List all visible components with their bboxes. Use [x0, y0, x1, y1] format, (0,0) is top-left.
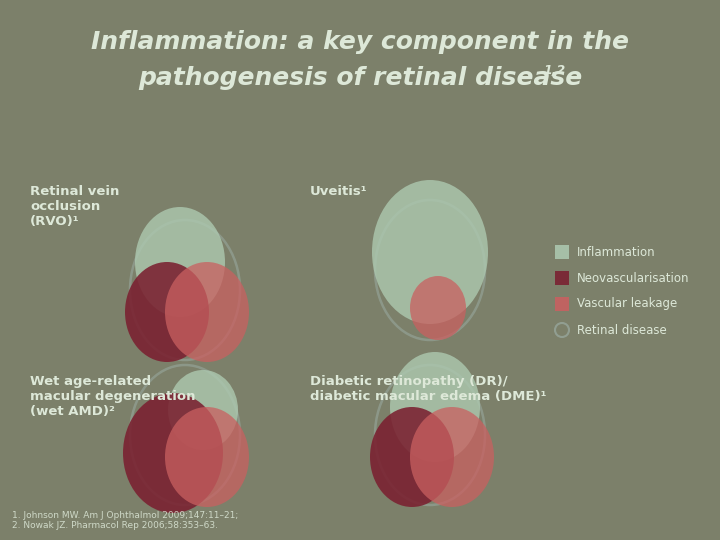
- Text: 1. Johnson MW. Am J Ophthalmol 2009;147:11–21;
2. Nowak JZ. Pharmacol Rep 2006;5: 1. Johnson MW. Am J Ophthalmol 2009;147:…: [12, 511, 238, 530]
- Ellipse shape: [165, 407, 249, 507]
- Text: Neovascularisation: Neovascularisation: [577, 272, 690, 285]
- Text: Uveitis¹: Uveitis¹: [310, 185, 368, 198]
- Text: Wet age-related
macular degeneration
(wet AMD)²: Wet age-related macular degeneration (we…: [30, 375, 196, 418]
- Ellipse shape: [165, 262, 249, 362]
- Text: Retinal disease: Retinal disease: [577, 323, 667, 336]
- Text: Inflammation: Inflammation: [577, 246, 656, 259]
- Ellipse shape: [372, 180, 488, 324]
- Ellipse shape: [410, 276, 466, 340]
- Text: Diabetic retinopathy (DR)/
diabetic macular edema (DME)¹: Diabetic retinopathy (DR)/ diabetic macu…: [310, 375, 546, 403]
- Ellipse shape: [135, 207, 225, 317]
- Text: Vascular leakage: Vascular leakage: [577, 298, 678, 310]
- Ellipse shape: [123, 393, 223, 513]
- Text: 1,2: 1,2: [544, 64, 566, 77]
- Ellipse shape: [410, 407, 494, 507]
- FancyBboxPatch shape: [555, 245, 569, 259]
- Ellipse shape: [370, 407, 454, 507]
- Ellipse shape: [168, 370, 238, 450]
- Text: Retinal vein
occlusion
(RVO)¹: Retinal vein occlusion (RVO)¹: [30, 185, 120, 228]
- Ellipse shape: [125, 262, 209, 362]
- Text: Inflammation: a key component in the: Inflammation: a key component in the: [91, 30, 629, 54]
- Text: pathogenesis of retinal disease: pathogenesis of retinal disease: [138, 66, 582, 90]
- FancyBboxPatch shape: [555, 271, 569, 285]
- Ellipse shape: [390, 352, 480, 462]
- FancyBboxPatch shape: [555, 297, 569, 311]
